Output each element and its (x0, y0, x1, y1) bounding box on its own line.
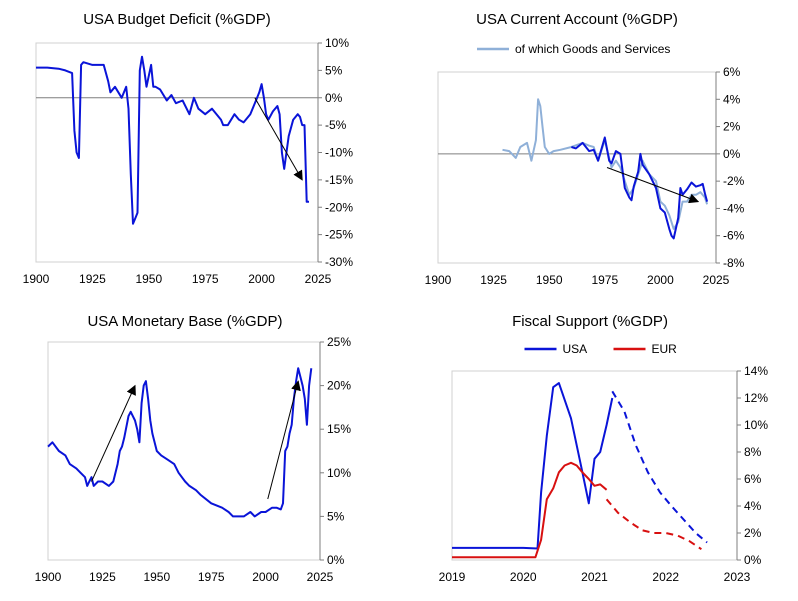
plot-frame (47, 341, 321, 561)
y-tick-label: 0% (723, 147, 741, 161)
x-tick-label: 1950 (135, 272, 162, 286)
chart-panel-1: USA Budget Deficit (%GDP) -30% -25% -20% -15… (23, 11, 354, 286)
series-line-3 (452, 461, 608, 559)
x-tick-label: 2023 (724, 570, 751, 584)
legend-entry: USA (563, 342, 588, 356)
y-tick-label: -4% (723, 201, 745, 215)
series-line-1 (47, 367, 313, 518)
series-line-4 (605, 498, 702, 551)
y-tick-label: -6% (723, 229, 745, 243)
legend-entry: of which Goods and Services (515, 42, 670, 56)
series-line-1 (36, 55, 309, 225)
y-tick-label: 2% (723, 120, 741, 134)
y-tick-label: 10% (327, 466, 351, 480)
x-tick-label: 1900 (425, 273, 452, 287)
y-tick-label: 6% (744, 472, 762, 486)
chart-panel-3: USA Monetary Base (%GDP) 0% 5% 10% 15% 20% 25%… (35, 313, 352, 584)
y-tick-label: -8% (723, 256, 745, 270)
x-tick-label: 1925 (89, 570, 116, 584)
x-tick-label: 2021 (581, 570, 608, 584)
series-line-2 (571, 136, 709, 240)
trend-arrow (606, 167, 700, 204)
y-tick-label: -2% (723, 174, 745, 188)
x-tick-label: 1925 (79, 272, 106, 286)
y-tick-label: 4% (744, 499, 762, 513)
series-line-1 (452, 382, 614, 550)
chart-panel-2: USA Current Account (%GDP) -8% -6% -4% -2% 0%… (425, 11, 745, 287)
y-tick-label: -20% (325, 200, 353, 214)
y-tick-label: 0% (327, 553, 345, 567)
y-tick-label: 2% (744, 526, 762, 540)
y-tick-label: 6% (723, 65, 741, 79)
x-tick-label: 1950 (143, 570, 170, 584)
series-line-1 (502, 98, 709, 230)
y-tick-label: 25% (327, 335, 351, 349)
chart-panel-4: Fiscal Support (%GDP) 0% 2% 4% 6% 8% 10% 12% 14%… (439, 313, 769, 584)
y-tick-label: -15% (325, 173, 353, 187)
y-tick-label: 5% (325, 63, 343, 77)
y-tick-label: -5% (325, 118, 347, 132)
trend-arrow (267, 380, 301, 500)
y-tick-label: 5% (327, 509, 345, 523)
x-tick-label: 2025 (703, 273, 730, 287)
x-tick-label: 1975 (198, 570, 225, 584)
y-tick-label: 14% (744, 364, 768, 378)
y-tick-label: 10% (744, 418, 768, 432)
y-tick-label: 0% (325, 91, 343, 105)
x-tick-label: 1950 (536, 273, 563, 287)
x-tick-label: 2000 (248, 272, 275, 286)
x-tick-label: 1900 (23, 272, 50, 286)
y-tick-label: 8% (744, 445, 762, 459)
y-tick-label: 15% (327, 422, 351, 436)
x-tick-label: 1975 (591, 273, 618, 287)
x-tick-label: 2020 (510, 570, 537, 584)
chart-title: USA Monetary Base (%GDP) (87, 313, 282, 330)
trend-arrow (91, 384, 136, 482)
x-tick-label: 1975 (192, 272, 219, 286)
legend-entry: EUR (652, 342, 678, 356)
x-tick-label: 2025 (307, 570, 334, 584)
series-line-2 (611, 390, 708, 544)
y-tick-label: -30% (325, 255, 353, 269)
y-tick-label: 20% (327, 379, 351, 393)
chart-title: USA Current Account (%GDP) (476, 11, 678, 28)
y-tick-label: -25% (325, 228, 353, 242)
x-tick-label: 1925 (480, 273, 507, 287)
x-tick-label: 1900 (35, 570, 62, 584)
chart-title: Fiscal Support (%GDP) (512, 313, 668, 330)
x-tick-label: 2000 (252, 570, 279, 584)
y-tick-label: 12% (744, 391, 768, 405)
y-tick-label: 10% (325, 36, 349, 50)
y-tick-label: 0% (744, 553, 762, 567)
y-tick-label: 4% (723, 92, 741, 106)
x-tick-label: 2025 (305, 272, 332, 286)
x-tick-label: 2000 (647, 273, 674, 287)
chart-title: USA Budget Deficit (%GDP) (83, 11, 271, 28)
x-tick-label: 2022 (652, 570, 679, 584)
y-tick-label: -10% (325, 146, 353, 160)
trend-arrow (254, 97, 303, 181)
x-tick-label: 2019 (439, 570, 466, 584)
